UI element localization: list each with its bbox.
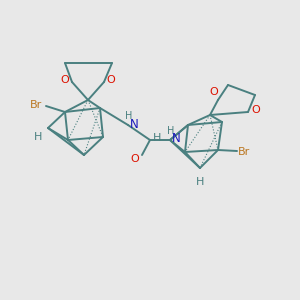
Text: H: H [167, 126, 175, 136]
Text: Br: Br [30, 100, 42, 110]
Text: H: H [34, 132, 42, 142]
Text: O: O [61, 75, 69, 85]
Text: H: H [153, 133, 161, 143]
Text: H: H [196, 177, 204, 187]
Text: Br: Br [238, 147, 250, 157]
Text: O: O [210, 87, 218, 97]
Text: O: O [252, 105, 260, 115]
Text: O: O [130, 154, 140, 164]
Text: H: H [125, 111, 133, 121]
Text: N: N [172, 133, 180, 146]
Text: N: N [130, 118, 138, 130]
Text: O: O [106, 75, 116, 85]
